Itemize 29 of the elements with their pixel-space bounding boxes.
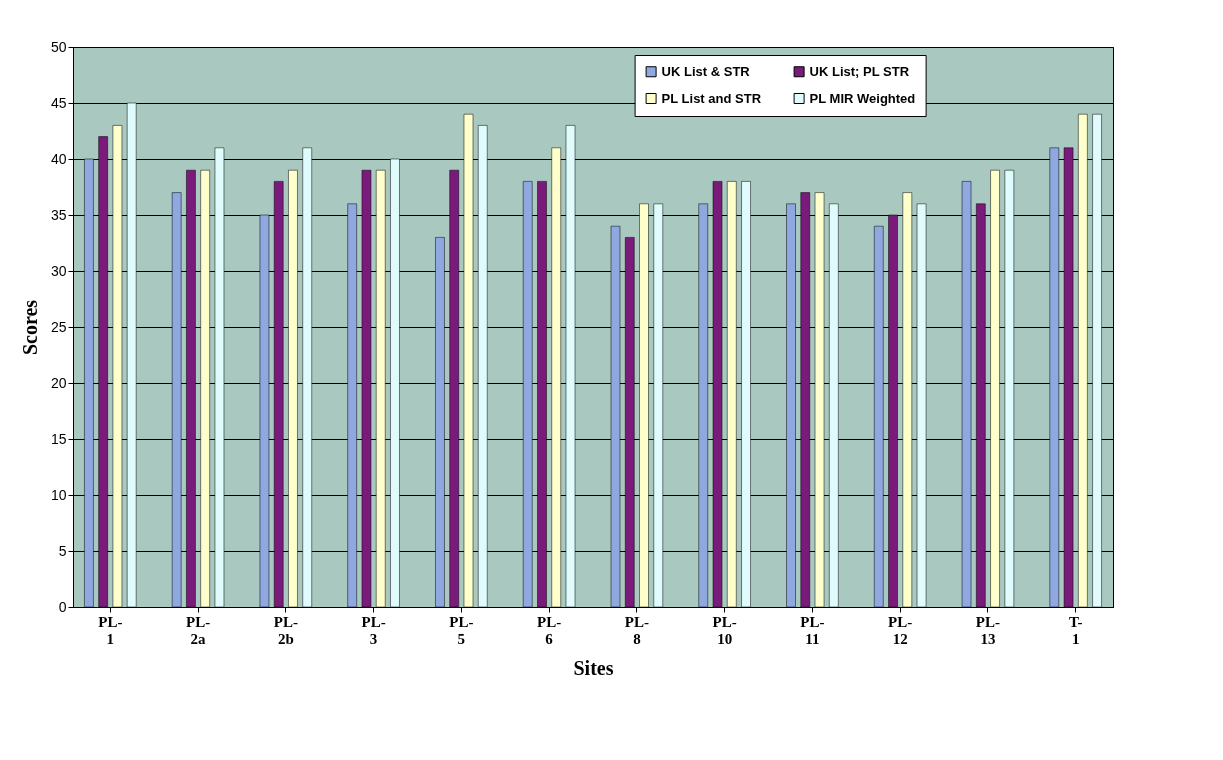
x-tick-label: PL-1 [98,613,123,647]
y-axis-title: Scores [18,299,41,356]
x-tick-label: PL-10 [712,613,737,647]
x-tick-label: PL-2b [273,613,298,647]
y-tick-label: 5 [58,542,67,559]
y-tick-label: 50 [50,38,67,55]
y-tick-label: 15 [50,430,67,447]
x-tick-label: PL-12 [888,613,913,647]
y-tick-label: 0 [58,598,67,615]
x-tick-label: PL-2a [185,613,211,647]
x-axis-title: Sites [573,656,614,679]
y-tick-label: 35 [50,206,67,223]
y-tick-label: 40 [50,150,67,167]
x-tick-label: PL-8 [624,613,649,647]
x-tick-label: PL-5 [449,613,474,647]
legend-label: PL List and STR [661,90,762,106]
legend-label: UK List; PL STR [809,63,910,79]
y-tick-label: 10 [50,486,67,503]
y-tick-label: 20 [50,374,67,391]
y-tick-label: 25 [50,318,67,335]
legend-label: UK List & STR [661,63,751,79]
legend-label: PL MIR Weighted [809,90,916,106]
x-tick-label: T-1 [1068,613,1083,647]
x-tick-label: PL-3 [361,613,386,647]
x-tick-label: PL-13 [975,613,1001,647]
y-tick-label: 45 [50,94,67,111]
x-tick-label: PL-6 [537,613,562,647]
y-tick-label: 30 [50,262,67,279]
x-tick-label: PL-11 [800,613,825,647]
